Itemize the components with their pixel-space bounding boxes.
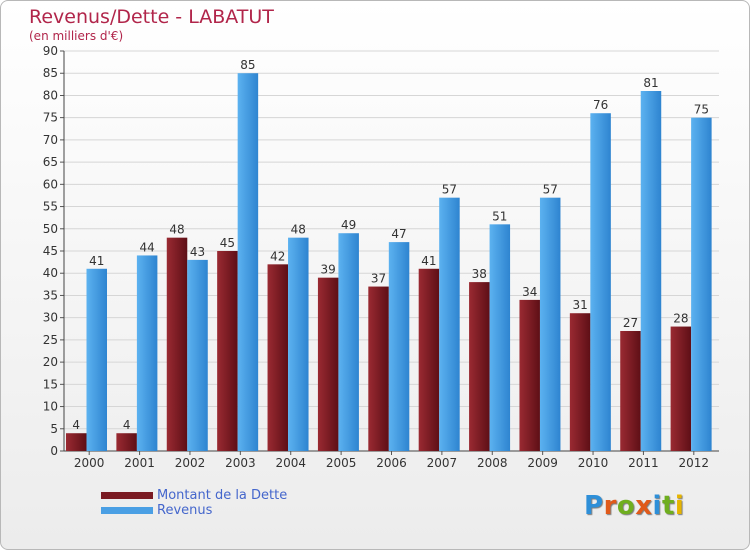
y-tick-label: 40 xyxy=(43,266,58,280)
y-tick-label: 55 xyxy=(43,200,58,214)
bar-debt xyxy=(317,277,339,451)
y-tick-label: 35 xyxy=(43,288,58,302)
y-tick-label: 10 xyxy=(43,400,58,414)
data-label-revenue: 49 xyxy=(341,218,356,232)
data-label-debt: 38 xyxy=(472,267,487,281)
data-label-debt: 42 xyxy=(270,249,285,263)
data-label-revenue: 48 xyxy=(291,223,306,237)
bar-debt xyxy=(217,251,238,451)
data-label-revenue: 47 xyxy=(391,227,406,241)
y-tick-label: 45 xyxy=(43,244,58,258)
y-tick-label: 20 xyxy=(43,355,58,369)
y-tick-label: 50 xyxy=(43,222,58,236)
bar-revenue xyxy=(136,255,158,451)
y-tick-label: 5 xyxy=(50,422,58,436)
bar-debt xyxy=(66,433,87,451)
legend-label-debt: Montant de la Dette xyxy=(157,488,288,503)
y-tick-label: 30 xyxy=(43,311,58,325)
x-tick-label: 2008 xyxy=(477,456,508,470)
data-label-debt: 48 xyxy=(169,223,184,237)
data-label-debt: 28 xyxy=(673,312,688,326)
bar-revenue xyxy=(187,259,208,451)
bar-revenue xyxy=(640,91,662,451)
bar-revenue xyxy=(388,242,410,451)
data-label-revenue: 51 xyxy=(492,209,507,223)
x-tick-label: 2001 xyxy=(124,456,155,470)
data-label-debt: 4 xyxy=(123,418,131,432)
bar-revenue xyxy=(288,237,309,451)
bar-debt xyxy=(166,237,188,451)
x-tick-label: 2012 xyxy=(679,456,710,470)
data-label-revenue: 44 xyxy=(139,240,154,254)
data-label-revenue: 75 xyxy=(694,103,709,117)
legend-label-revenue: Revenus xyxy=(157,503,213,518)
bar-revenue xyxy=(86,268,107,451)
bar-debt xyxy=(116,433,137,451)
legend-item-debt: Montant de la Dette xyxy=(101,488,287,503)
data-label-revenue: 41 xyxy=(89,254,104,268)
chart-title: Revenus/Dette - LABATUT xyxy=(29,6,274,28)
bar-debt xyxy=(469,282,490,451)
data-label-debt: 4 xyxy=(72,418,80,432)
data-label-revenue: 57 xyxy=(442,183,457,197)
bar-debt xyxy=(368,286,389,451)
data-label-revenue: 76 xyxy=(593,98,608,112)
y-tick-label: 85 xyxy=(43,66,58,80)
x-tick-label: 2002 xyxy=(175,456,206,470)
data-label-revenue: 81 xyxy=(643,76,658,90)
bar-debt xyxy=(267,264,289,451)
bar-revenue xyxy=(439,197,460,451)
bar-revenue xyxy=(489,224,511,451)
chart-subtitle: (en milliers d'€) xyxy=(29,29,124,43)
x-tick-label: 2005 xyxy=(326,456,357,470)
legend: Montant de la Dette Revenus xyxy=(101,488,287,518)
legend-item-revenue: Revenus xyxy=(101,503,287,518)
data-label-debt: 34 xyxy=(522,285,537,299)
bar-revenue xyxy=(691,117,712,452)
proxiti-logo: Proxiti xyxy=(584,491,685,521)
y-tick-label: 25 xyxy=(43,333,58,347)
data-label-revenue: 57 xyxy=(543,183,558,197)
y-tick-label: 90 xyxy=(43,44,58,58)
data-label-revenue: 85 xyxy=(240,58,255,72)
bar-debt xyxy=(418,268,440,451)
data-label-debt: 31 xyxy=(572,298,587,312)
legend-swatch-debt xyxy=(101,492,153,499)
y-tick-label: 15 xyxy=(43,377,58,391)
bar-revenue xyxy=(338,233,359,451)
bar-revenue xyxy=(539,197,561,451)
data-label-debt: 27 xyxy=(623,316,638,330)
data-label-debt: 39 xyxy=(321,263,336,277)
bar-debt xyxy=(670,326,692,451)
bar-debt xyxy=(620,331,641,451)
y-tick-label: 70 xyxy=(43,133,58,147)
x-tick-label: 2007 xyxy=(427,456,458,470)
data-label-debt: 45 xyxy=(220,236,235,250)
bar-debt xyxy=(519,299,540,451)
x-tick-label: 2003 xyxy=(225,456,256,470)
bar-revenue xyxy=(237,73,259,451)
data-label-debt: 41 xyxy=(421,254,436,268)
y-tick-label: 60 xyxy=(43,177,58,191)
y-tick-label: 65 xyxy=(43,155,58,169)
y-tick-label: 80 xyxy=(43,88,58,102)
x-tick-label: 2010 xyxy=(578,456,609,470)
x-tick-label: 2006 xyxy=(376,456,407,470)
y-tick-label: 0 xyxy=(50,444,58,458)
data-label-revenue: 43 xyxy=(190,245,205,259)
x-tick-label: 2011 xyxy=(628,456,659,470)
x-tick-label: 2004 xyxy=(275,456,306,470)
legend-swatch-revenue xyxy=(101,507,153,514)
bar-debt xyxy=(569,313,591,451)
y-tick-label: 75 xyxy=(43,111,58,125)
bar-revenue xyxy=(590,113,611,451)
data-label-debt: 37 xyxy=(371,272,386,286)
x-tick-label: 2009 xyxy=(527,456,558,470)
x-tick-label: 2000 xyxy=(74,456,105,470)
